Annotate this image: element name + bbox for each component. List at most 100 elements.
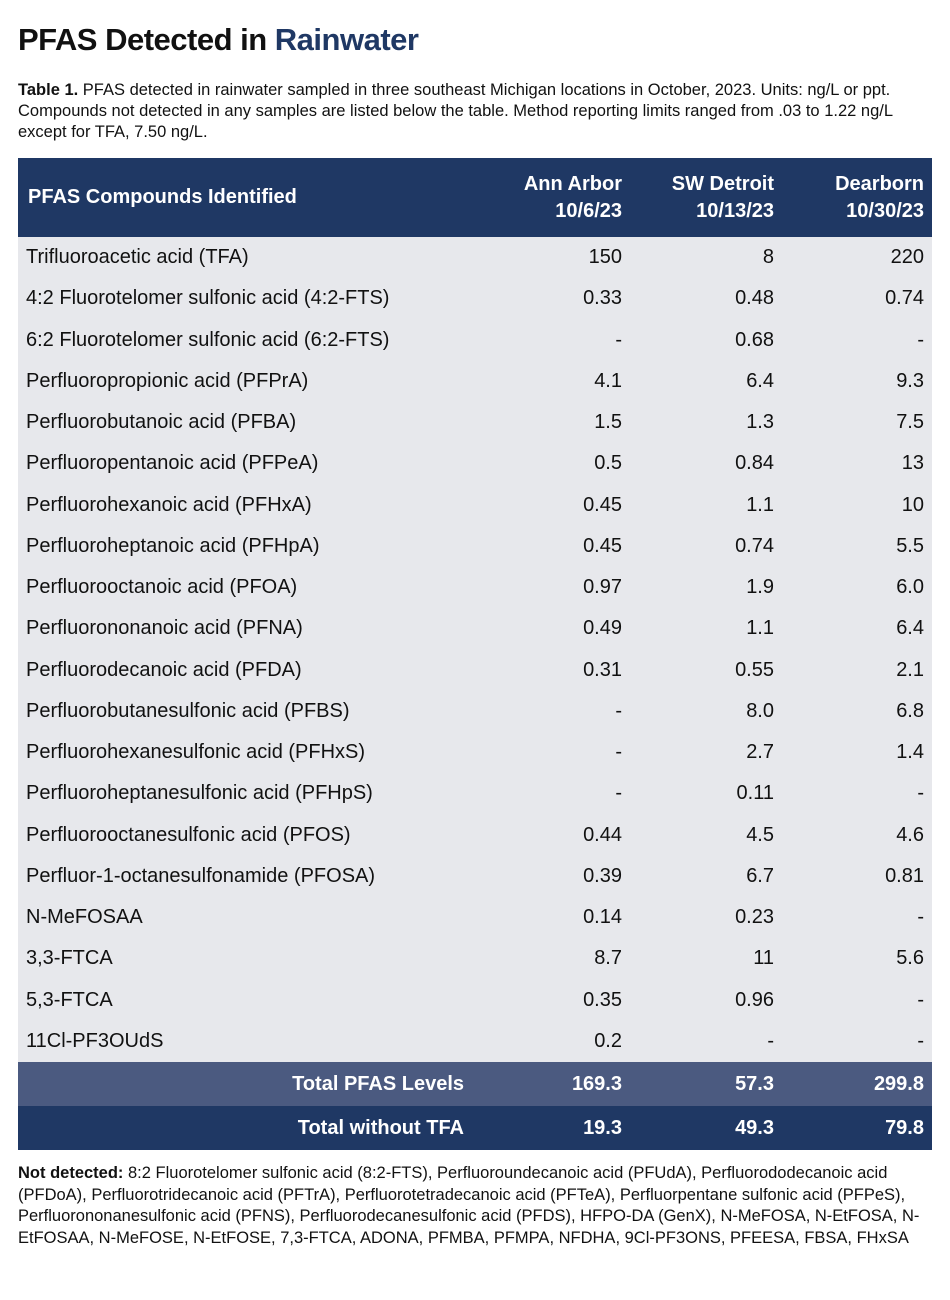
value-cell: - xyxy=(767,1029,774,1052)
value-cell: - xyxy=(615,699,622,722)
value-cell: 2.7 xyxy=(746,741,774,764)
value-cell: 1.4 xyxy=(896,741,924,764)
total-without-tfa-row: Total without TFA 19.3 49.3 79.8 xyxy=(18,1106,932,1150)
compound-name: Perfluoropropionic acid (PFPrA) xyxy=(26,369,309,392)
value-cell: 8.7 xyxy=(594,947,622,970)
value-cell: 0.49 xyxy=(583,617,622,640)
table-row: Perfluoropentanoic acid (PFPeA) 0.5 0.84 13 xyxy=(18,443,932,484)
value-cell: 150 xyxy=(588,246,622,269)
compound-name: 6:2 Fluorotelomer sulfonic acid (6:2-FTS… xyxy=(26,328,390,351)
value-cell: 1.1 xyxy=(746,617,774,640)
table-row: 5,3-FTCA 0.35 0.96 - xyxy=(18,980,932,1021)
value-cell: 11 xyxy=(753,947,774,970)
compound-name: 4:2 Fluorotelomer sulfonic acid (4:2-FTS… xyxy=(26,287,390,310)
table-row: N-MeFOSAA 0.14 0.23 - xyxy=(18,897,932,938)
value-cell: 1.3 xyxy=(746,411,774,434)
caption-text: PFAS detected in rainwater sampled in th… xyxy=(18,81,893,141)
value-cell: 4.6 xyxy=(896,823,924,846)
value-cell: 0.5 xyxy=(594,452,622,475)
value-cell: - xyxy=(917,782,924,805)
value-cell: - xyxy=(615,741,622,764)
table-caption: Table 1. PFAS detected in rainwater samp… xyxy=(18,80,938,143)
value-cell: 0.45 xyxy=(583,493,622,516)
value-cell: 0.55 xyxy=(735,658,774,681)
value-cell: 6.7 xyxy=(746,864,774,887)
total-label: Total without TFA xyxy=(297,1116,464,1139)
value-cell: 8 xyxy=(762,246,774,269)
value-cell: 8.0 xyxy=(746,699,774,722)
table-row: Perfluoropropionic acid (PFPrA) 4.1 6.4 9.3 xyxy=(18,361,932,402)
value-cell: - xyxy=(917,1029,924,1052)
compound-name: Perfluoropentanoic acid (PFPeA) xyxy=(26,452,319,475)
value-cell: 220 xyxy=(890,246,924,269)
value-cell: 9.3 xyxy=(896,369,924,392)
value-cell: 6.4 xyxy=(746,369,774,392)
not-detected-note: Not detected: 8:2 Fluorotelomer sulfonic… xyxy=(18,1163,933,1249)
table-row: Perfluoroheptanesulfonic acid (PFHpS) - 0.… xyxy=(18,773,932,814)
table-row: Perfluorononanoic acid (PFNA) 0.49 1.1 6.4 xyxy=(18,608,932,649)
not-detected-label: Not detected: xyxy=(18,1164,124,1182)
column-header-dearborn: Dearborn 10/30/23 xyxy=(835,172,924,222)
value-cell: 0.96 xyxy=(735,988,774,1011)
value-cell: 0.33 xyxy=(583,287,622,310)
total-pfas-row: Total PFAS Levels 169.3 57.3 299.8 xyxy=(18,1062,932,1106)
table-row: Perfluorohexanoic acid (PFHxA) 0.45 1.1 10 xyxy=(18,485,932,526)
value-cell: 0.74 xyxy=(735,534,774,557)
value-cell: - xyxy=(917,906,924,929)
value-cell: 0.11 xyxy=(736,782,774,805)
table-row: Trifluoroacetic acid (TFA) 150 8 220 xyxy=(18,237,932,278)
table-row: Perfluoroheptanoic acid (PFHpA) 0.45 0.74 5… xyxy=(18,526,932,567)
value-cell: 0.74 xyxy=(885,287,924,310)
value-cell: 0.14 xyxy=(583,906,622,929)
table-row: 4:2 Fluorotelomer sulfonic acid (4:2-FTS… xyxy=(18,278,932,319)
compound-name: Perfluoroheptanesulfonic acid (PFHpS) xyxy=(26,782,373,805)
table-row: 3,3-FTCA 8.7 11 5.6 xyxy=(18,938,932,979)
total-value: 49.3 xyxy=(735,1116,774,1139)
compound-name: N-MeFOSAA xyxy=(26,906,143,929)
value-cell: 0.97 xyxy=(583,576,622,599)
value-cell: 0.35 xyxy=(583,988,622,1011)
value-cell: 0.2 xyxy=(594,1029,622,1052)
value-cell: 2.1 xyxy=(896,658,924,681)
table-row: Perfluorooctanesulfonic acid (PFOS) 0.44 4… xyxy=(18,815,932,856)
compound-name: Perfluorobutanoic acid (PFBA) xyxy=(26,411,297,434)
total-value: 79.8 xyxy=(885,1116,924,1139)
value-cell: 0.31 xyxy=(583,658,622,681)
compound-name: Perfluorohexanoic acid (PFHxA) xyxy=(26,493,312,516)
table-row: Perfluorooctanoic acid (PFOA) 0.97 1.9 6.0 xyxy=(18,567,932,608)
value-cell: 6.0 xyxy=(896,576,924,599)
table-row: Perfluorobutanoic acid (PFBA) 1.5 1.3 7.5 xyxy=(18,402,932,443)
table-row: Perfluorobutanesulfonic acid (PFBS) - 8.0 6… xyxy=(18,691,932,732)
value-cell: 13 xyxy=(901,452,924,475)
compound-name: Perfluorohexanesulfonic acid (PFHxS) xyxy=(26,741,366,764)
table-row: Perfluorodecanoic acid (PFDA) 0.31 0.55 2.1 xyxy=(18,650,932,691)
compound-name: Perfluorooctanoic acid (PFOA) xyxy=(26,576,298,599)
value-cell: - xyxy=(615,782,622,805)
compound-name: Perfluorobutanesulfonic acid (PFBS) xyxy=(26,699,350,722)
value-cell: 0.45 xyxy=(583,534,622,557)
pfas-table: PFAS Compounds Identified Ann Arbor 10/6… xyxy=(18,158,932,1150)
value-cell: 6.4 xyxy=(896,617,924,640)
value-cell: 1.9 xyxy=(746,576,774,599)
value-cell: 6.8 xyxy=(896,699,924,722)
table-row: Perfluor-1-octanesulfonamide (PFOSA) 0.39… xyxy=(18,856,932,897)
page-title: PFAS Detected in Rainwater xyxy=(18,22,419,58)
value-cell: 0.48 xyxy=(735,287,774,310)
compound-name: Perfluoroheptanoic acid (PFHpA) xyxy=(26,534,320,557)
table-header-row: PFAS Compounds Identified Ann Arbor 10/6… xyxy=(18,158,932,237)
total-value: 57.3 xyxy=(735,1072,774,1095)
value-cell: 1.5 xyxy=(594,411,622,434)
compound-name: 5,3-FTCA xyxy=(26,988,113,1011)
compound-name: Trifluoroacetic acid (TFA) xyxy=(26,246,249,269)
compound-name: Perfluorodecanoic acid (PFDA) xyxy=(26,658,302,681)
value-cell: 0.44 xyxy=(583,823,622,846)
value-cell: 0.81 xyxy=(885,864,924,887)
value-cell: 0.84 xyxy=(735,452,774,475)
value-cell: - xyxy=(917,328,924,351)
total-label: Total PFAS Levels xyxy=(292,1072,464,1095)
compound-name: Perfluorononanoic acid (PFNA) xyxy=(26,617,303,640)
value-cell: 5.5 xyxy=(896,534,924,557)
column-header-compound: PFAS Compounds Identified xyxy=(28,186,297,208)
total-value: 169.3 xyxy=(571,1072,622,1095)
value-cell: 7.5 xyxy=(896,411,924,434)
